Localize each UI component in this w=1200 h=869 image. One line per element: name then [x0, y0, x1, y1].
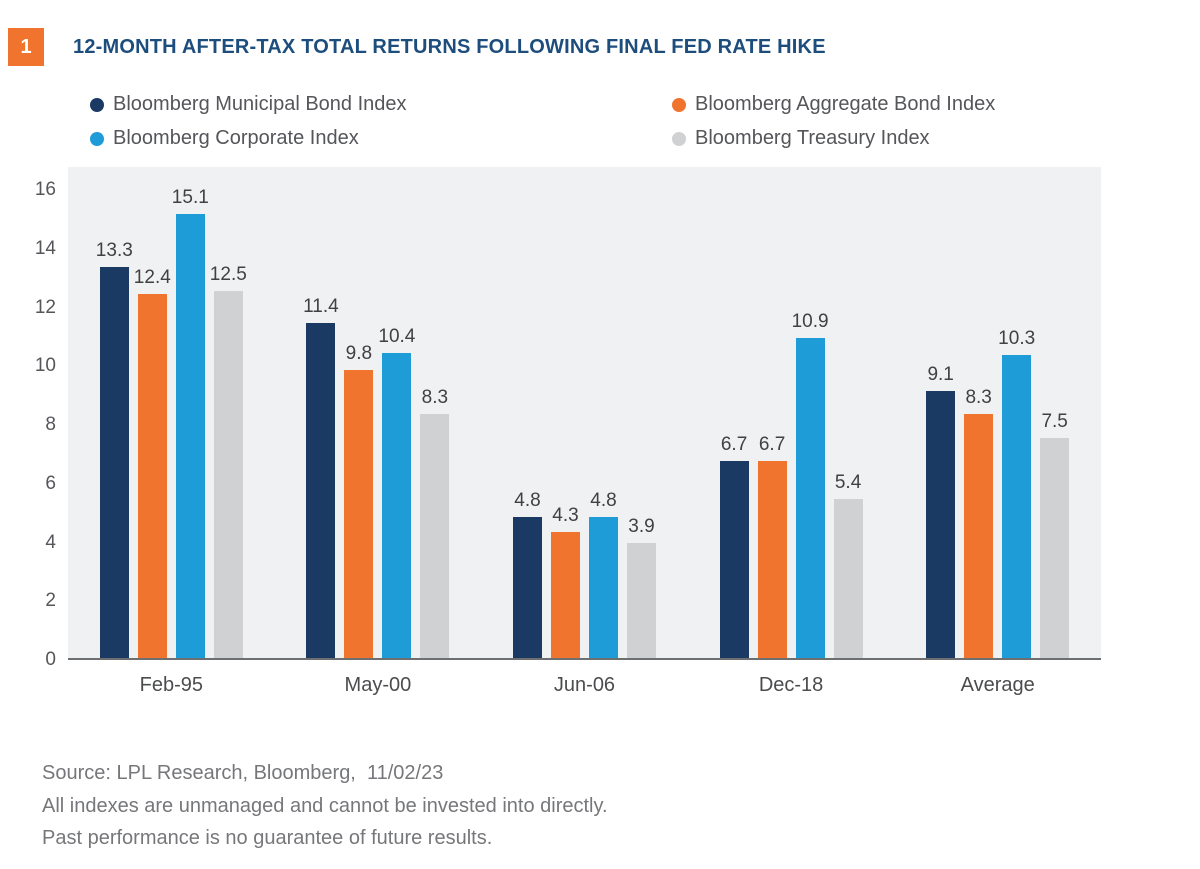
legend-item: Bloomberg Aggregate Bond Index — [672, 88, 1120, 121]
bar-value-label: 7.5 — [1041, 410, 1068, 432]
legend-dot-icon — [90, 97, 104, 112]
y-tick-label: 14 — [34, 237, 56, 259]
bar-value-label: 3.9 — [628, 516, 655, 538]
chart-title: 12-MONTH AFTER-TAX TOTAL RETURNS FOLLOWI… — [73, 36, 826, 58]
bar: 8.3 — [420, 387, 450, 658]
bar-group-may-00: 11.4 9.8 10.4 8.3 — [275, 167, 482, 658]
bar: 6.7 — [719, 434, 749, 658]
bar: 4.3 — [550, 505, 580, 658]
bar-value-label: 5.4 — [834, 472, 862, 494]
bar-value-label: 13.3 — [95, 240, 133, 262]
footnotes: Source: LPL Research, Bloomberg, 11/02/2… — [42, 757, 608, 855]
x-tick-label: May-00 — [344, 674, 412, 696]
bar-group-feb-95: 13.3 12.4 15.1 12.5 — [68, 167, 275, 658]
bar: 4.8 — [512, 490, 542, 658]
bar-value-label: 9.1 — [927, 363, 954, 385]
bar-value-label: 9.8 — [345, 343, 373, 365]
y-tick-label: 8 — [45, 414, 56, 435]
bar: 8.3 — [964, 387, 994, 658]
x-tick-label: Dec-18 — [758, 674, 824, 696]
y-tick-label: 6 — [45, 472, 56, 494]
y-tick-label: 16 — [34, 179, 56, 200]
bar-value-label: 4.8 — [590, 490, 617, 511]
bar: 3.9 — [626, 516, 656, 658]
bar-value-label: 11.4 — [303, 296, 339, 318]
y-tick-label: 2 — [45, 590, 56, 612]
x-tick-label: Jun-06 — [553, 674, 616, 696]
disclaimer-line-1: All indexes are unmanaged and cannot be … — [42, 794, 608, 817]
bar-value-label: 4.8 — [514, 490, 541, 511]
bar: 15.1 — [172, 187, 209, 658]
bar-value-label: 15.1 — [171, 187, 209, 209]
bar-value-label: 4.3 — [552, 504, 579, 526]
bar-value-label: 8.3 — [965, 387, 992, 409]
x-tick-label: Feb-95 — [139, 674, 203, 696]
bar: 12.4 — [134, 267, 171, 658]
bar: 11.4 — [303, 296, 339, 658]
bar-group-jun-06: 4.8 4.3 4.8 3.9 — [481, 167, 688, 658]
legend-item: Bloomberg Treasury Index — [672, 122, 1120, 155]
bar-value-label: 10.4 — [378, 325, 416, 347]
bar: 10.4 — [378, 326, 415, 658]
legend-label: Bloomberg Aggregate Bond Index — [695, 93, 996, 115]
bar: 12.5 — [210, 264, 247, 658]
legend-dot-icon — [672, 97, 686, 112]
legend-dot-icon — [90, 131, 104, 146]
y-axis: 0 2 4 6 8 10 12 14 16 — [0, 167, 56, 670]
y-tick-label: 12 — [34, 296, 56, 318]
bar-group-dec-18: 6.7 6.7 10.9 5.4 — [688, 167, 895, 658]
bar: 9.8 — [344, 343, 374, 658]
legend-dot-icon — [672, 131, 686, 146]
bar: 6.7 — [757, 434, 787, 658]
bar: 10.9 — [792, 311, 829, 658]
bar-value-label: 6.7 — [758, 434, 786, 456]
bar: 5.4 — [833, 472, 863, 658]
source-line: Source: LPL Research, Bloomberg, 11/02/2… — [42, 762, 444, 784]
disclaimer-line-2: Past performance is no guarantee of futu… — [42, 827, 493, 849]
figure-number: 1 — [20, 35, 32, 58]
chart-legend: Bloomberg Municipal Bond Index Bloomberg … — [90, 88, 1120, 155]
bar-group-average: 9.1 8.3 10.3 7.5 — [894, 167, 1101, 658]
y-tick-label: 10 — [34, 355, 56, 377]
bar: 7.5 — [1040, 411, 1070, 658]
bar-value-label: 6.7 — [720, 434, 748, 456]
x-axis: Feb-95 May-00 Jun-06 Dec-18 Average — [68, 674, 1101, 697]
bar: 10.3 — [998, 328, 1035, 658]
bar-value-label: 12.4 — [133, 266, 171, 288]
bar-value-label: 12.5 — [209, 263, 247, 285]
plot-area: 13.3 12.4 15.1 12.5 11.4 9.8 10.4 8.3 4.8 4.3 4.8 3… — [68, 167, 1101, 660]
bar: 13.3 — [96, 240, 133, 658]
legend-label: Bloomberg Treasury Index — [695, 127, 930, 149]
x-tick-label: Average — [960, 674, 1035, 696]
legend-item: Bloomberg Municipal Bond Index — [90, 88, 672, 121]
bar: 4.8 — [588, 490, 618, 658]
bar-value-label: 8.3 — [421, 387, 449, 409]
figure-number-badge: 1 — [8, 28, 44, 66]
y-tick-label: 4 — [45, 531, 56, 553]
bar-value-label: 10.3 — [998, 328, 1036, 350]
legend-label: Bloomberg Corporate Index — [113, 127, 359, 149]
bar: 9.1 — [926, 364, 956, 658]
y-tick-label: 0 — [45, 649, 56, 670]
legend-label: Bloomberg Municipal Bond Index — [113, 93, 407, 115]
bar-value-label: 10.9 — [791, 310, 829, 332]
legend-item: Bloomberg Corporate Index — [90, 122, 672, 155]
